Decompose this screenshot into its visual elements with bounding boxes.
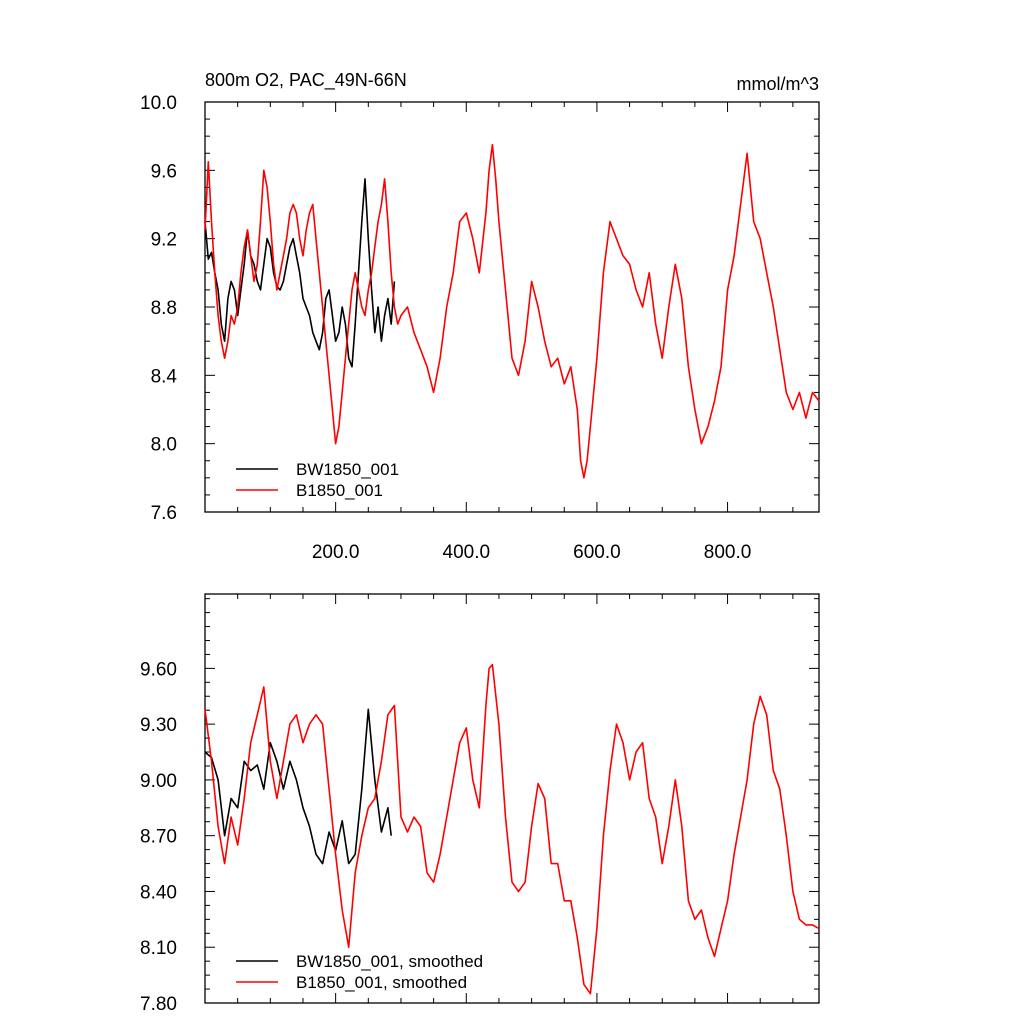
y-tick-label: 9.6 [151, 161, 177, 182]
y-tick-label: 9.00 [140, 771, 177, 792]
y-tick-label: 8.8 [151, 298, 177, 319]
y-tick-label: 7.80 [140, 994, 177, 1015]
series-line-b1850 [204, 143, 820, 479]
legend-label: BW1850_001 [296, 460, 399, 479]
series-line-bw1850 [204, 708, 392, 865]
top-panel: 7.6 8.0 8.4 8.8 9.2 9.6 10.0 200.0 400.0 600.0 800… [140, 70, 820, 563]
plot-frame [204, 593, 820, 1004]
y-tick-label: 7.6 [151, 503, 177, 524]
legend-label: B1850_001, smoothed [296, 973, 467, 992]
y-tick-label: 10.0 [140, 93, 177, 114]
x-tick-label: 600.0 [573, 542, 621, 563]
bottom-panel: 7.80 8.10 8.40 8.70 9.00 9.30 9.60 BW1850_001, … [140, 593, 820, 1015]
y-tick-label: 9.30 [140, 715, 177, 736]
series-line-bw1850 [204, 178, 396, 368]
y-tick-label: 8.4 [151, 366, 178, 387]
y-tick-label: 9.60 [140, 659, 177, 680]
x-tick-label: 400.0 [443, 542, 491, 563]
y-tick-label: 9.2 [151, 230, 177, 251]
x-tick-label: 200.0 [312, 542, 360, 563]
chart-title: 800m O2, PAC_49N-66N [205, 70, 407, 91]
y-tick-label: 8.40 [140, 882, 177, 903]
y-tick-label: 8.10 [140, 938, 177, 959]
legend-label: BW1850_001, smoothed [296, 952, 483, 971]
y-tick-label: 8.70 [140, 827, 177, 848]
x-tick-label: 800.0 [704, 542, 752, 563]
series-line-b1850 [204, 663, 820, 995]
legend-label: B1850_001 [296, 481, 383, 500]
y-tick-label: 8.0 [151, 435, 177, 456]
chart-units: mmol/m^3 [737, 74, 819, 94]
